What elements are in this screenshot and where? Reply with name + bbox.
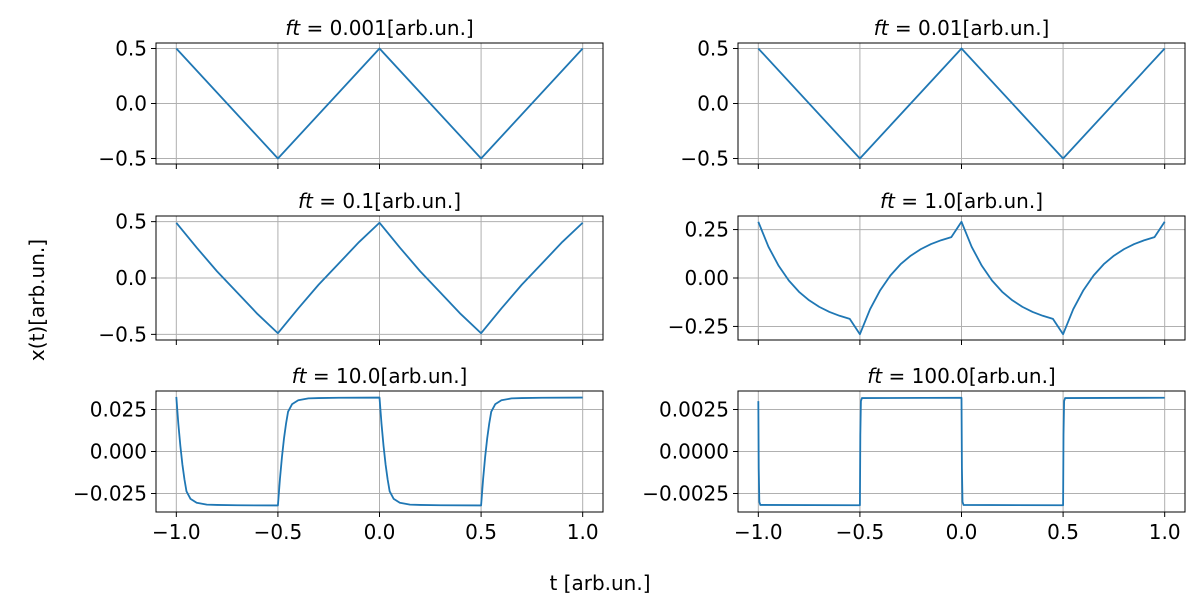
x-tick-label: 0.5	[465, 520, 497, 544]
series-line	[175, 47, 584, 160]
y-tick-label: −0.025	[73, 482, 147, 506]
title-unit: [arb.un.]	[963, 16, 1050, 40]
subplots: 0.50.0−0.5ft = 0.001[arb.un.]0.50.0−0.5f…	[73, 16, 1186, 544]
title-variable: ft	[874, 16, 890, 40]
subplot-5: −1.0 −0.5 0.0 0.5 1.0 0.025 0.000 −0.025 ft = 10…	[73, 364, 604, 544]
title-equals: =	[889, 16, 918, 40]
x-tick-label: 0.0	[364, 520, 396, 544]
y-tick-label: 0.25	[684, 218, 729, 242]
title-unit: [arb.un.]	[956, 189, 1043, 213]
y-tick-label: 0.0000	[659, 440, 729, 464]
title-variable: ft	[880, 189, 896, 213]
y-axis-label: x(t)[arb.un.]	[25, 239, 49, 361]
title-value: 0.1	[342, 189, 374, 213]
title-value: 100.0	[912, 364, 969, 388]
title-equals: =	[895, 189, 924, 213]
series-line	[757, 396, 1165, 507]
x-axis-label: t [arb.un.]	[549, 571, 650, 595]
title-variable: ft	[285, 16, 301, 40]
title-value: 10.0	[336, 364, 381, 388]
x-tick-label: 1.0	[1149, 520, 1181, 544]
x-tick-label: −0.5	[254, 520, 303, 544]
subplot-title: ft = 1.0[arb.un.]	[880, 189, 1043, 213]
subplot-6: −1.0 −0.5 0.0 0.5 1.0 0.0025 0.0000 −0.0025 ft =…	[642, 364, 1186, 544]
subplot-title: ft = 0.001[arb.un.]	[285, 16, 474, 40]
subplot-title: ft = 10.0[arb.un.]	[292, 364, 468, 388]
y-tick-label: 0.5	[115, 210, 147, 234]
subplot-title: ft = 0.01[arb.un.]	[874, 16, 1050, 40]
y-tick-label: 0.0	[115, 92, 147, 116]
y-tick-label: −0.0025	[642, 482, 729, 506]
y-tick-label: 0.0025	[659, 397, 729, 421]
title-variable: ft	[298, 189, 314, 213]
y-tick-label: −0.5	[98, 322, 147, 346]
subplot-1: 0.5 0.0 −0.5 ft = 0.001[arb.un.]	[98, 16, 604, 171]
series-line	[175, 396, 583, 507]
subplot-2: 0.5 0.0 −0.5 ft = 0.01[arb.un.]	[680, 16, 1186, 171]
title-unit: [arb.un.]	[381, 364, 468, 388]
y-tick-label: 0.000	[90, 440, 147, 464]
title-variable: ft	[292, 364, 308, 388]
subplot-4: 0.25 0.00 −0.25 ft = 1.0[arb.un.]	[668, 189, 1186, 345]
x-tick-label: −1.0	[734, 520, 783, 544]
x-tick-label: −0.5	[836, 520, 885, 544]
title-equals: =	[313, 189, 342, 213]
y-tick-label: 0.0	[697, 92, 729, 116]
x-tick-label: 0.0	[946, 520, 978, 544]
y-tick-label: 0.5	[115, 37, 147, 61]
y-tick-label: 0.0	[115, 266, 147, 290]
title-unit: [arb.un.]	[969, 364, 1056, 388]
subplot-title: ft = 0.1[arb.un.]	[298, 189, 461, 213]
y-tick-label: 0.00	[684, 266, 729, 290]
title-value: 0.001	[330, 16, 387, 40]
series-line	[175, 221, 584, 335]
y-tick-label: 0.025	[90, 397, 147, 421]
y-tick-label: −0.5	[680, 147, 729, 171]
series-line	[757, 220, 1166, 336]
y-tick-label: −0.5	[98, 147, 147, 171]
title-unit: [arb.un.]	[387, 16, 474, 40]
x-tick-label: 0.5	[1047, 520, 1079, 544]
title-value: 1.0	[924, 189, 956, 213]
x-tick-label: −1.0	[152, 520, 201, 544]
subplot-3: 0.5 0.0 −0.5 ft = 0.1[arb.un.]	[98, 189, 604, 346]
subplot-title: ft = 100.0[arb.un.]	[867, 364, 1056, 388]
series-line	[757, 47, 1166, 160]
title-equals: =	[300, 16, 329, 40]
y-tick-label: −0.25	[668, 314, 729, 338]
title-value: 0.01	[918, 16, 963, 40]
title-variable: ft	[867, 364, 883, 388]
title-equals: =	[307, 364, 336, 388]
y-tick-label: 0.5	[697, 37, 729, 61]
title-unit: [arb.un.]	[374, 189, 461, 213]
title-equals: =	[882, 364, 911, 388]
x-tick-label: 1.0	[567, 520, 599, 544]
